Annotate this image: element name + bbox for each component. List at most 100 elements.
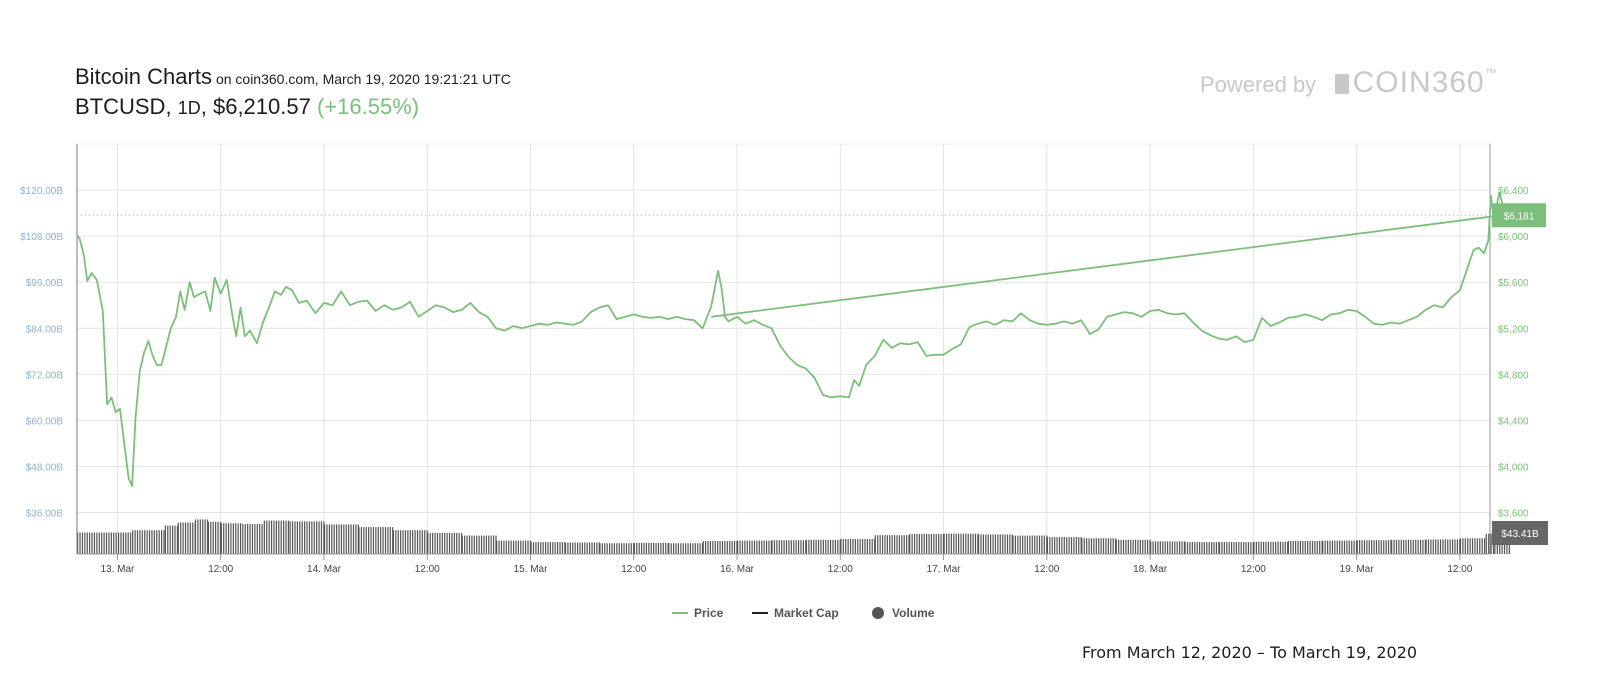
volume-bar [1415,539,1417,554]
volume-bar [151,530,153,554]
volume-bar [589,542,591,554]
volume-bar [943,533,945,554]
volume-bar [731,540,733,554]
legend-item-market-cap[interactable]: Market Cap [752,606,839,620]
volume-bar [365,527,367,554]
volume-bar [1009,534,1011,554]
volume-bar [500,540,503,554]
volume-bar [923,534,925,554]
volume-bar [192,522,194,554]
volume-bar [813,539,815,554]
volume-bar [251,524,254,554]
volume-bar [942,534,945,554]
volume-bar [1359,540,1361,554]
volume-bar [227,523,230,554]
volume-bar [1102,538,1105,554]
volume-bar [1208,542,1210,554]
volume-bar [206,519,209,554]
volume-bar [896,535,898,554]
volume-bar [549,542,551,554]
volume-bar [512,540,515,554]
chart-title: Bitcoin Charts [75,64,212,89]
volume-bar [1014,535,1017,554]
volume-bar [345,524,347,554]
volume-bar [259,524,261,554]
volume-bar [1235,542,1237,554]
volume-bar [864,539,866,554]
volume-bar [967,533,969,554]
volume-bar [1403,539,1405,554]
volume-bar [1218,542,1221,554]
volume-bar [1083,538,1085,554]
badges: $6,181 $43.41B [77,203,1548,545]
volume-bar [461,535,463,554]
volume-bar [158,530,160,554]
volume-bar [1481,538,1483,554]
x-tick-label: 16. Mar [720,564,755,575]
x-tick-label: 15. Mar [514,564,549,575]
volume-bar [736,540,738,554]
volume-bar [974,533,977,554]
volume-bar [962,533,965,554]
volume-bar [660,542,662,554]
volume-bar [611,543,613,554]
x-tick-label: 12:00 [415,564,440,575]
volume-bar [1038,535,1041,554]
volume-bar [972,533,974,554]
volume-bar [458,532,460,554]
volume-bar [464,535,466,554]
volume-bar [724,540,726,554]
volume-bar [338,524,340,554]
volume-bar [96,532,98,554]
volume-bar [1063,537,1065,554]
volume-bar [254,524,256,554]
volume-bar [412,530,414,554]
volume-bar [785,540,788,554]
volume-bar [699,543,701,554]
volume-bar [598,542,600,554]
volume-bar [657,542,660,554]
volume-bar [977,534,980,554]
volume-bar [869,539,871,554]
volume-bar [130,532,132,554]
volume-bar [1474,538,1476,554]
volume-bar [113,532,115,554]
volume-bar [471,535,473,554]
volume-bar [744,540,746,554]
volume-bar [788,540,790,554]
volume-bar [215,521,217,554]
legend-item-price[interactable]: Price [672,606,724,620]
volume-bar [832,539,834,554]
volume-bar [306,521,308,554]
volume-bar [945,533,948,554]
volume-bars [77,519,1510,554]
volume-bar [581,542,583,554]
volume-bar [296,521,298,554]
volume-bar [572,542,574,554]
volume-bar [176,525,179,554]
volume-bar [261,524,263,554]
volume-bar [810,539,812,554]
title-line: Bitcoin Charts on coin360.com, March 19, … [75,64,511,90]
coin360-logo[interactable]: COIN360™ [1334,66,1498,99]
volume-bar [101,532,103,554]
volume-bar [623,543,625,554]
volume-bar [1329,540,1331,554]
volume-bar [881,535,884,554]
volume-bar [1051,537,1053,554]
volume-bar [1316,540,1318,554]
x-tick-label: 12:00 [1241,564,1266,575]
volume-bar [692,543,694,554]
volume-bar [797,540,800,554]
volume-bar [1176,541,1178,554]
volume-bar [392,527,394,554]
price-chart[interactable]: $36.00B $48.00B $60.00B $72.00B $84.00B $96.0… [0,0,1600,630]
volume-bar [970,533,972,554]
legend-item-volume[interactable]: Volume [872,606,935,620]
volume-bar [1485,533,1487,554]
legend[interactable]: Price Market Cap Volume [672,606,935,620]
volume-bar [340,524,343,554]
volume-bar [953,533,955,554]
pair-label: BTCUSD [75,94,166,119]
volume-bar [263,520,265,554]
